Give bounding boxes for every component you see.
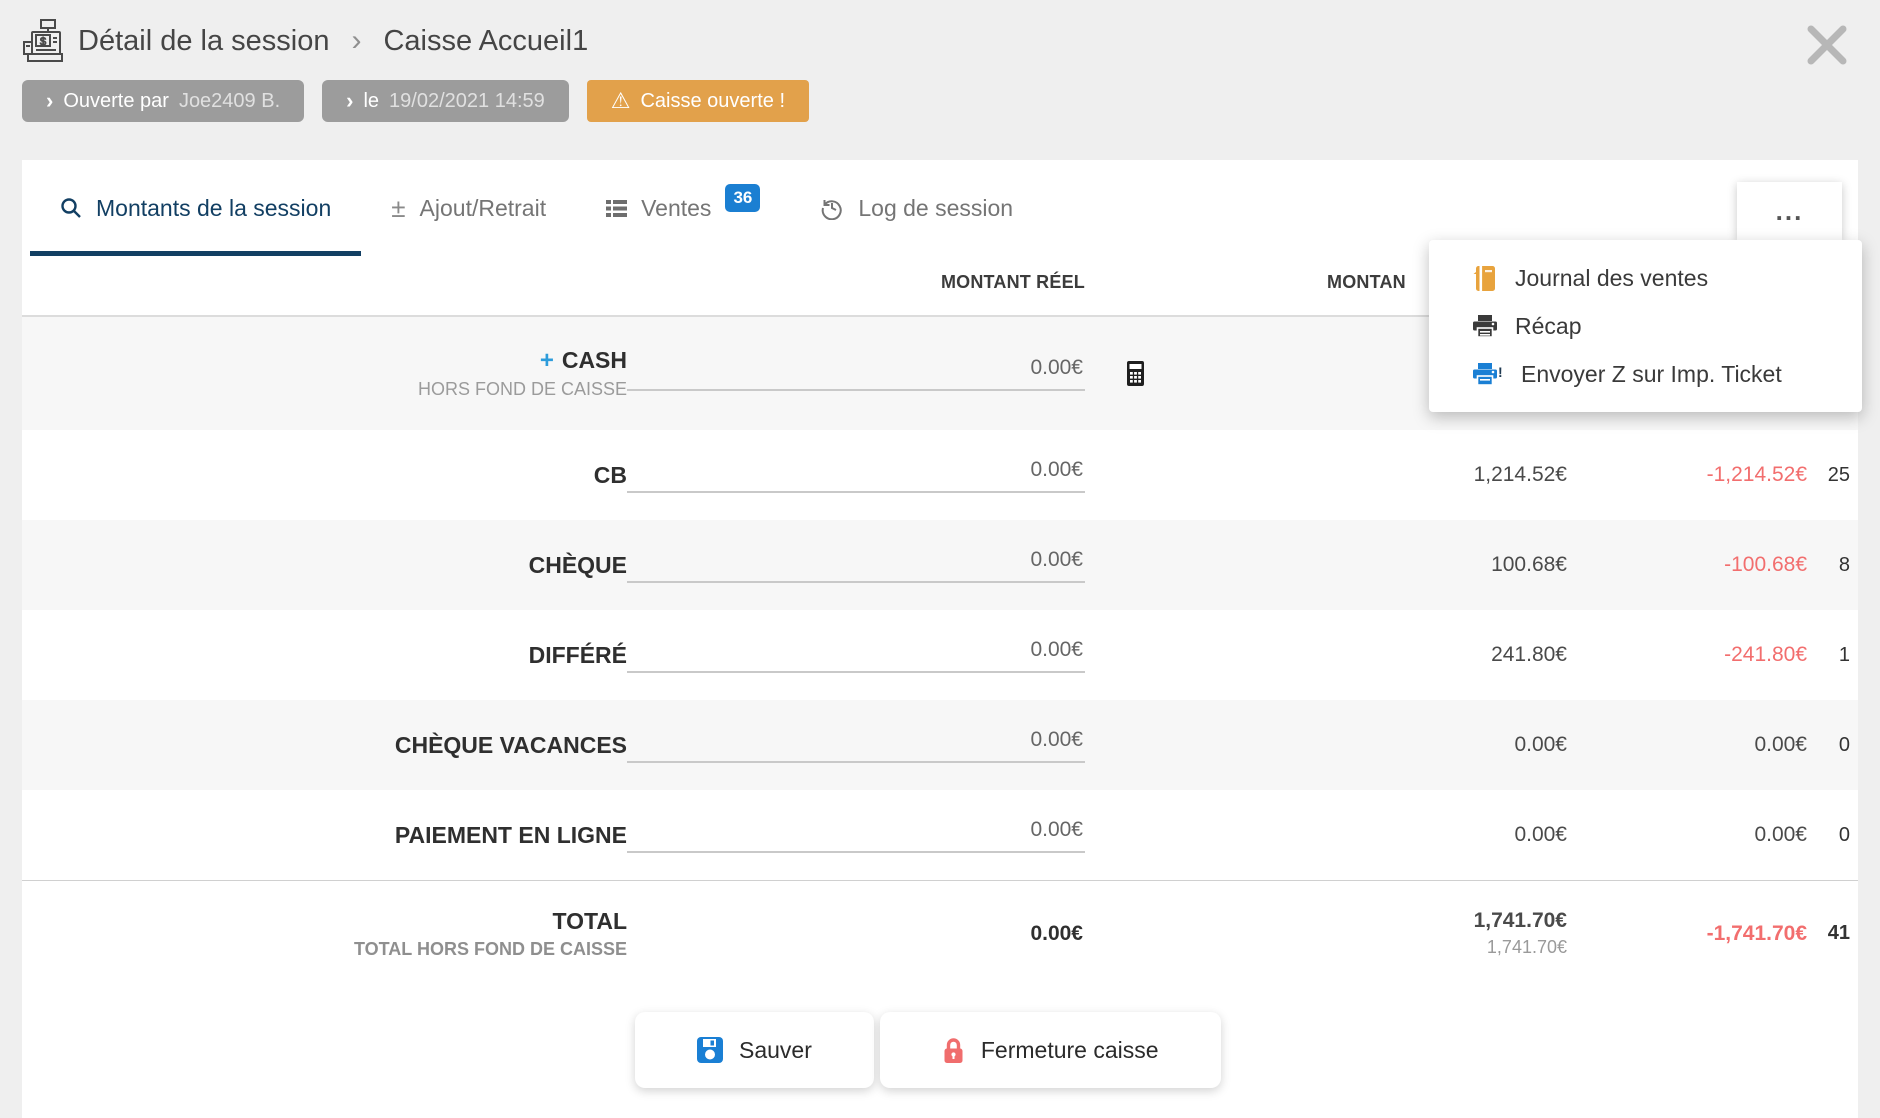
printer-icon [1473,314,1497,338]
column-header-montant-theorique: MONTAN [1327,272,1406,292]
differe-amount-input[interactable] [627,637,1085,673]
save-button[interactable]: Sauver [635,1012,874,1088]
paiement-en-ligne-theoretical: 0.00€ [1514,823,1567,846]
differe-theoretical: 241.80€ [1491,643,1567,666]
date-value: 19/02/2021 14:59 [389,89,545,112]
table-row-paiement-en-ligne: PAIEMENT EN LIGNE 0.00€ 0.00€ 0 [22,790,1858,880]
cheque-vacances-difference: 0.00€ [1754,733,1807,756]
history-icon [820,196,844,220]
row-label-cheque-vacances: CHÈQUE VACANCES [394,731,627,758]
close-icon[interactable] [1806,24,1848,66]
tab-ventes[interactable]: Ventes 36 [576,160,790,256]
status-text: Caisse ouverte ! [640,89,785,112]
cheque-count: 8 [1838,553,1850,576]
cb-difference: -1,214.52€ [1706,463,1807,486]
cash-register-icon: $ [22,18,64,64]
opened-by-badge: › Ouverte par Joe2409 B. [22,80,305,122]
column-header-montant-reel: MONTANT RÉEL [940,272,1085,292]
calculator-icon[interactable] [1127,361,1144,386]
cb-amount-input[interactable] [627,457,1085,493]
chevron-right-icon: › [346,88,354,113]
table-row-cheque-vacances: CHÈQUE VACANCES 0.00€ 0.00€ 0 [22,700,1858,790]
table-row-total: TOTAL TOTAL HORS FOND DE CAISSE 0.00€ 1,… [22,880,1858,986]
more-options-dropdown: Journal des ventes Récap ! [1429,240,1862,412]
paiement-en-ligne-difference: 0.00€ [1754,823,1807,846]
action-bar: Sauver Fermeture caisse [635,1012,1221,1088]
table-row-cb: CB 1,214.52€ -1,214.52€ 25 [22,430,1858,520]
tab-bar: Montants de la session ± Ajout/Retrait V… [22,160,1858,256]
warning-icon: ⚠ [610,88,631,113]
plus-icon[interactable]: + [539,347,554,374]
plus-minus-icon: ± [391,192,406,223]
register-name: Caisse Accueil1 [383,24,589,57]
cheque-vacances-theoretical: 0.00€ [1514,733,1567,756]
header-divider [22,315,1858,317]
total-real-amount: 0.00€ [1030,921,1083,945]
list-icon [606,199,628,217]
date-prefix: le [363,89,380,112]
tab-ajout-retrait[interactable]: ± Ajout/Retrait [391,192,547,223]
ventes-count-badge: 36 [725,184,761,212]
cheque-amount-input[interactable] [627,547,1085,583]
differe-count: 1 [1838,643,1850,666]
breadcrumb: $ Détail de la session › Caisse Accueil1 [22,18,588,64]
menu-item-recap[interactable]: Récap [1429,302,1862,350]
close-register-button[interactable]: Fermeture caisse [879,1012,1221,1088]
svg-text:$: $ [40,36,46,48]
cheque-theoretical: 100.68€ [1491,553,1567,576]
total-count: 41 [1827,922,1850,944]
row-sublabel-cash: HORS FOND DE CAISSE [417,379,627,399]
tab-log-session[interactable]: Log de session [790,160,1043,256]
paiement-en-ligne-amount-input[interactable] [627,817,1085,853]
more-options-button[interactable]: ... [1737,182,1842,240]
tab-montants-session[interactable]: Montants de la session [30,160,362,256]
cb-count: 25 [1827,463,1850,486]
differe-difference: -241.80€ [1724,643,1807,666]
cheque-difference: -100.68€ [1724,553,1807,576]
search-icon [60,197,82,219]
cash-amount-input[interactable] [627,356,1085,391]
paiement-en-ligne-count: 0 [1838,823,1850,846]
total-theoretical-sub: 1,741.70€ [1486,937,1567,957]
menu-item-journal-des-ventes[interactable]: Journal des ventes [1429,254,1862,302]
cheque-vacances-count: 0 [1838,733,1850,756]
total-sublabel: TOTAL HORS FOND DE CAISSE [353,938,627,959]
table-row-differe: DIFFÉRÉ 241.80€ -241.80€ 1 [22,610,1858,700]
row-label-differe: DIFFÉRÉ [528,641,627,668]
row-label-paiement-en-ligne: PAIEMENT EN LIGNE [394,821,627,848]
opened-date-badge: › le 19/02/2021 14:59 [322,80,569,122]
menu-item-envoyer-z[interactable]: ! Envoyer Z sur Imp. Ticket [1429,350,1862,398]
breadcrumb-chevron-icon: › [351,24,362,57]
opened-by-label: Ouverte par [63,89,169,112]
printer-send-icon: ! [1473,362,1503,386]
total-label: TOTAL [552,907,627,934]
page-title: Détail de la session [78,24,330,57]
row-label-cb: CB [593,461,627,488]
total-theoretical: 1,741.70€ [1473,909,1567,932]
chevron-right-icon: › [46,88,54,113]
amounts-table: + CASH HORS FOND DE CAISSE [22,317,1858,986]
lock-icon [942,1037,965,1064]
session-header: $ Détail de la session › Caisse Accueil1… [0,0,1880,160]
row-label-cheque: CHÈQUE [528,551,627,578]
row-label-cash: + CASH [539,347,627,374]
svg-text:!: ! [1498,364,1503,380]
cb-theoretical: 1,214.52€ [1473,463,1567,486]
table-row-cheque: CHÈQUE 100.68€ -100.68€ 8 [22,520,1858,610]
journal-icon [1473,265,1497,292]
total-difference: -1,741.70€ [1706,921,1807,945]
status-badge: ⚠ Caisse ouverte ! [586,80,809,122]
session-badges: › Ouverte par Joe2409 B. › le 19/02/2021… [22,80,809,122]
save-icon [697,1037,723,1063]
opened-by-user: Joe2409 B. [178,89,281,112]
cheque-vacances-amount-input[interactable] [627,727,1085,763]
